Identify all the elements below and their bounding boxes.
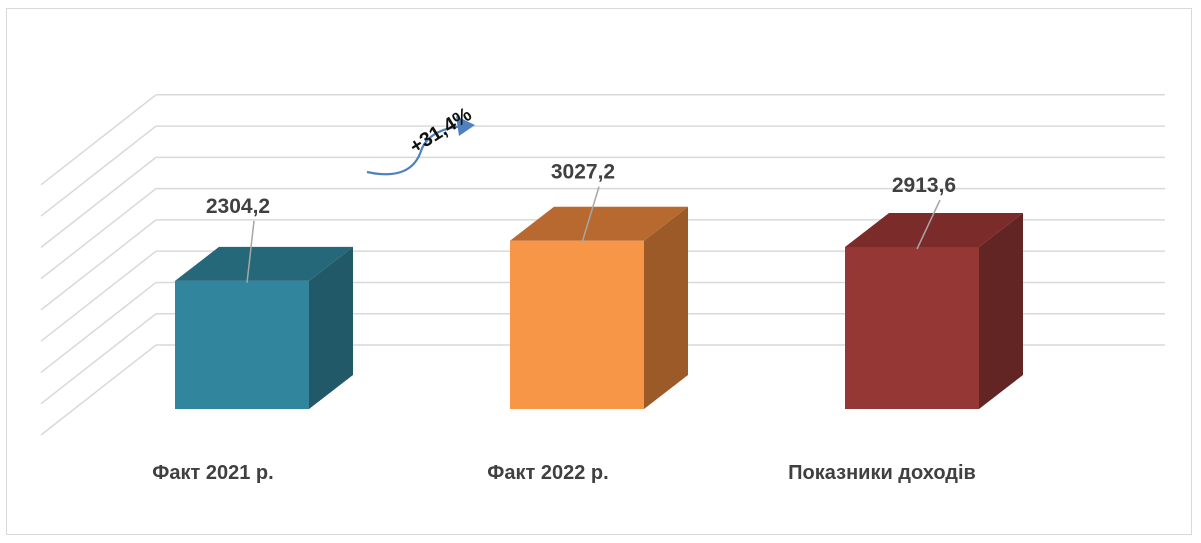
bar-side-1: [644, 206, 688, 409]
category-label-0: Факт 2021 р.: [152, 462, 273, 484]
gridline-side-7: [40, 125, 157, 217]
gridline-side-2: [40, 281, 157, 374]
gridline-side-1: [40, 313, 157, 405]
gridline-side-0: [40, 344, 157, 436]
data-label-0: 2304,2: [206, 195, 270, 218]
category-label-1: Факт 2022 р.: [487, 462, 608, 484]
bar-side-0: [309, 246, 353, 409]
data-labels: 2304,2 3027,2 2913,6: [206, 161, 956, 218]
gridline-side-6: [40, 156, 157, 248]
gridline-side-8: [40, 94, 157, 186]
data-label-2: 2913,6: [892, 174, 956, 197]
bar-0: [175, 280, 309, 409]
growth-arrowhead: [456, 116, 475, 136]
data-label-1: 3027,2: [551, 161, 615, 184]
bar-top-2: [845, 213, 1023, 248]
leader-line-0: [246, 220, 255, 283]
income-chart: 2304,2 3027,2 2913,6 Факт 2021 р. Факт 2022…: [40, 94, 1165, 484]
bars: [175, 206, 1023, 409]
bar-2: [845, 247, 979, 409]
bar-side-2: [979, 213, 1023, 409]
gridline-side-5: [40, 188, 157, 280]
bar-top-0: [175, 246, 353, 281]
growth-arrow: [366, 124, 466, 176]
leader-lines: [246, 186, 941, 283]
growth-annotation: +31,4%: [366, 103, 476, 176]
category-label-2: Показники доходів: [788, 462, 976, 484]
chart-frame: 2304,2 3027,2 2913,6 Факт 2021 р. Факт 2022…: [6, 8, 1192, 535]
leader-line-2: [916, 199, 941, 250]
category-labels: Факт 2021 р. Факт 2022 р. Показники доході…: [152, 462, 976, 484]
gridline-side-3: [40, 250, 157, 342]
bar-1: [510, 240, 644, 409]
leader-line-1: [581, 186, 600, 243]
gridline-side-4: [40, 219, 157, 311]
bar-top-1: [510, 206, 688, 241]
